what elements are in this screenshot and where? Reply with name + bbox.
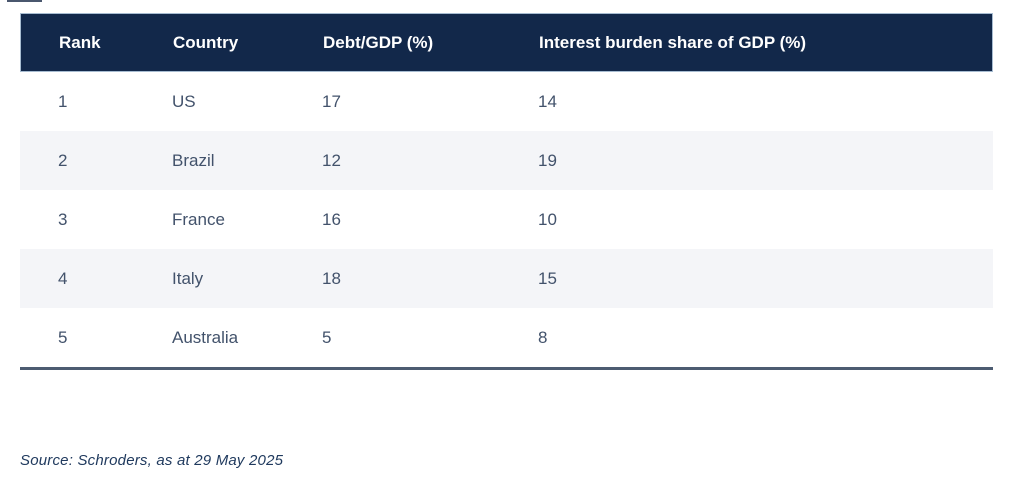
cell-debt-gdp: 18 bbox=[322, 268, 341, 288]
cell-country: France bbox=[172, 209, 225, 229]
cell-interest-burden: 15 bbox=[538, 268, 557, 288]
table-bottom-rule bbox=[20, 367, 993, 370]
column-header-country: Country bbox=[173, 32, 239, 52]
column-header-rank: Rank bbox=[59, 32, 101, 52]
source-note: Source: Schroders, as at 29 May 2025 bbox=[20, 452, 284, 469]
screenshot-edge-artifact bbox=[7, 0, 42, 2]
column-header-debt-gdp: Debt/GDP (%) bbox=[323, 32, 434, 52]
table-header-row: Rank Country Debt/GDP (%) Interest burde… bbox=[20, 13, 993, 72]
cell-country: Australia bbox=[172, 327, 239, 347]
debt-gdp-table: Rank Country Debt/GDP (%) Interest burde… bbox=[20, 13, 993, 370]
cell-rank: 1 bbox=[58, 91, 68, 111]
table-body: 1 US 17 14 2 Brazil 12 19 3 France 16 10… bbox=[20, 72, 993, 367]
cell-debt-gdp: 5 bbox=[322, 327, 332, 347]
table-row: 2 Brazil 12 19 bbox=[20, 131, 993, 190]
cell-debt-gdp: 12 bbox=[322, 150, 341, 170]
table-row: 3 France 16 10 bbox=[20, 190, 993, 249]
cell-interest-burden: 8 bbox=[538, 327, 548, 347]
cell-interest-burden: 14 bbox=[538, 91, 557, 111]
cell-rank: 3 bbox=[58, 209, 68, 229]
cell-debt-gdp: 16 bbox=[322, 209, 341, 229]
table-row: 4 Italy 18 15 bbox=[20, 249, 993, 308]
cell-rank: 5 bbox=[58, 327, 68, 347]
cell-country: US bbox=[172, 91, 196, 111]
cell-debt-gdp: 17 bbox=[322, 91, 341, 111]
cell-rank: 4 bbox=[58, 268, 68, 288]
cell-interest-burden: 10 bbox=[538, 209, 557, 229]
cell-rank: 2 bbox=[58, 150, 68, 170]
cell-country: Brazil bbox=[172, 150, 215, 170]
column-header-interest-burden: Interest burden share of GDP (%) bbox=[539, 32, 807, 52]
cell-country: Italy bbox=[172, 268, 204, 288]
table-row: 1 US 17 14 bbox=[20, 72, 993, 131]
table-row: 5 Australia 5 8 bbox=[20, 308, 993, 367]
cell-interest-burden: 19 bbox=[538, 150, 557, 170]
